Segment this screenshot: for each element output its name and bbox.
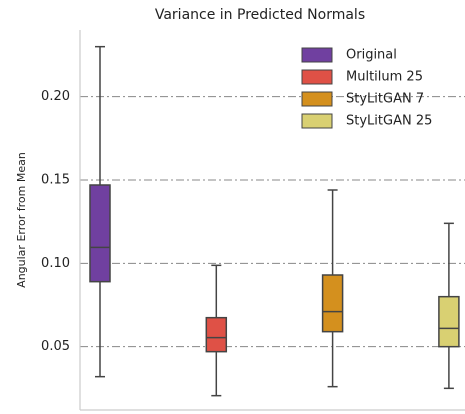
y-axis-label: Angular Error from Mean — [15, 152, 28, 288]
legend-label: StyLitGAN 7 — [346, 92, 424, 107]
legend-swatch — [301, 113, 333, 129]
box — [205, 316, 228, 353]
chart-title: Variance in Predicted Normals — [155, 7, 365, 23]
legend-label: Original — [346, 48, 397, 63]
legend-swatch — [301, 47, 333, 63]
y-tick-label: 0.05 — [41, 339, 70, 354]
box — [89, 184, 111, 283]
box — [438, 295, 460, 348]
legend-label: StyLitGAN 25 — [346, 114, 432, 129]
y-tick-label: 0.10 — [41, 256, 70, 271]
legend-swatch — [301, 91, 333, 107]
legend-swatch — [301, 69, 333, 85]
legend-label: Multilum 25 — [346, 70, 423, 85]
y-tick-label: 0.20 — [41, 89, 70, 104]
box — [321, 274, 344, 333]
y-tick-label: 0.15 — [41, 173, 70, 188]
